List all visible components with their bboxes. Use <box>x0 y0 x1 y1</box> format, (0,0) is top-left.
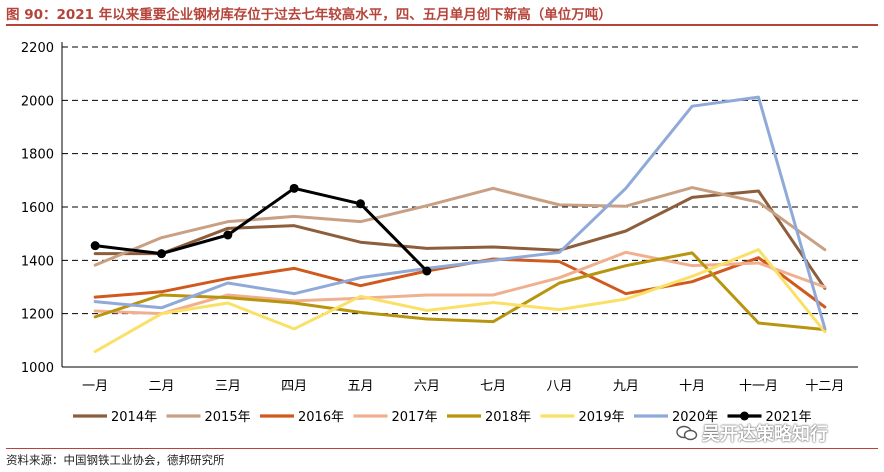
wechat-icon <box>676 425 698 441</box>
legend-label: 2020年 <box>672 410 718 425</box>
watermark: 吴开达策略知行 <box>676 420 828 446</box>
x-tick-label: 六月 <box>414 379 440 394</box>
line-chart: 1000 1200 1400 1600 1800 2000 2200 一月 二月 三月 四月 五月 六月… <box>21 41 858 425</box>
x-tick-label: 十一月 <box>739 379 778 394</box>
y-tick-label: 2000 <box>21 94 54 109</box>
series-line-2019年 <box>93 248 827 354</box>
x-tick-label: 三月 <box>215 379 241 394</box>
y-tick-label: 1400 <box>21 254 54 269</box>
legend-marker <box>740 411 749 421</box>
x-tick-label: 十月 <box>679 379 705 394</box>
legend-label: 2014年 <box>111 410 157 425</box>
y-tick-label: 1000 <box>21 361 54 376</box>
series-line-2018年 <box>93 251 827 332</box>
x-tick-label: 二月 <box>148 379 174 394</box>
title-divider <box>6 24 878 26</box>
series-line-2014年 <box>93 189 827 290</box>
series-line-2020年 <box>93 95 827 330</box>
data-point-2021年 <box>223 230 233 240</box>
legend-label: 2017年 <box>392 410 438 425</box>
x-tick-label: 四月 <box>281 379 307 394</box>
x-tick-label: 九月 <box>613 379 639 394</box>
watermark-text: 吴开达策略知行 <box>702 424 828 445</box>
data-point-2021年 <box>356 199 365 209</box>
series-line-2015年 <box>93 186 827 267</box>
source-note: 资料来源：中国钢铁工业协会，德邦研究所 <box>6 453 225 467</box>
legend-label: 2018年 <box>485 410 531 425</box>
y-tick-label: 2200 <box>21 41 54 56</box>
data-point-2021年 <box>157 249 166 259</box>
legend-label: 2021年 <box>766 410 812 425</box>
data-point-2021年 <box>422 266 432 276</box>
legend-label: 2016年 <box>298 410 344 425</box>
x-tick-label: 一月 <box>82 379 108 394</box>
legend-label: 2015年 <box>205 410 251 425</box>
data-point-2021年 <box>90 241 100 251</box>
series-line-2021年 <box>93 186 429 273</box>
legend-label: 2019年 <box>579 410 625 425</box>
figure-title: 图 90：2021 年以来重要企业钢材库存位于过去七年较高水平，四、五月单月创下… <box>6 7 612 23</box>
y-tick-label: 1200 <box>21 308 54 323</box>
data-point-2021年 <box>289 183 299 193</box>
x-tick-label: 十二月 <box>805 379 844 394</box>
x-tick-label: 七月 <box>480 379 506 394</box>
source-divider <box>6 448 878 449</box>
y-tick-label: 1800 <box>21 148 54 163</box>
y-tick-label: 1600 <box>21 201 54 216</box>
x-tick-label: 八月 <box>546 379 572 394</box>
x-tick-label: 五月 <box>347 379 373 394</box>
